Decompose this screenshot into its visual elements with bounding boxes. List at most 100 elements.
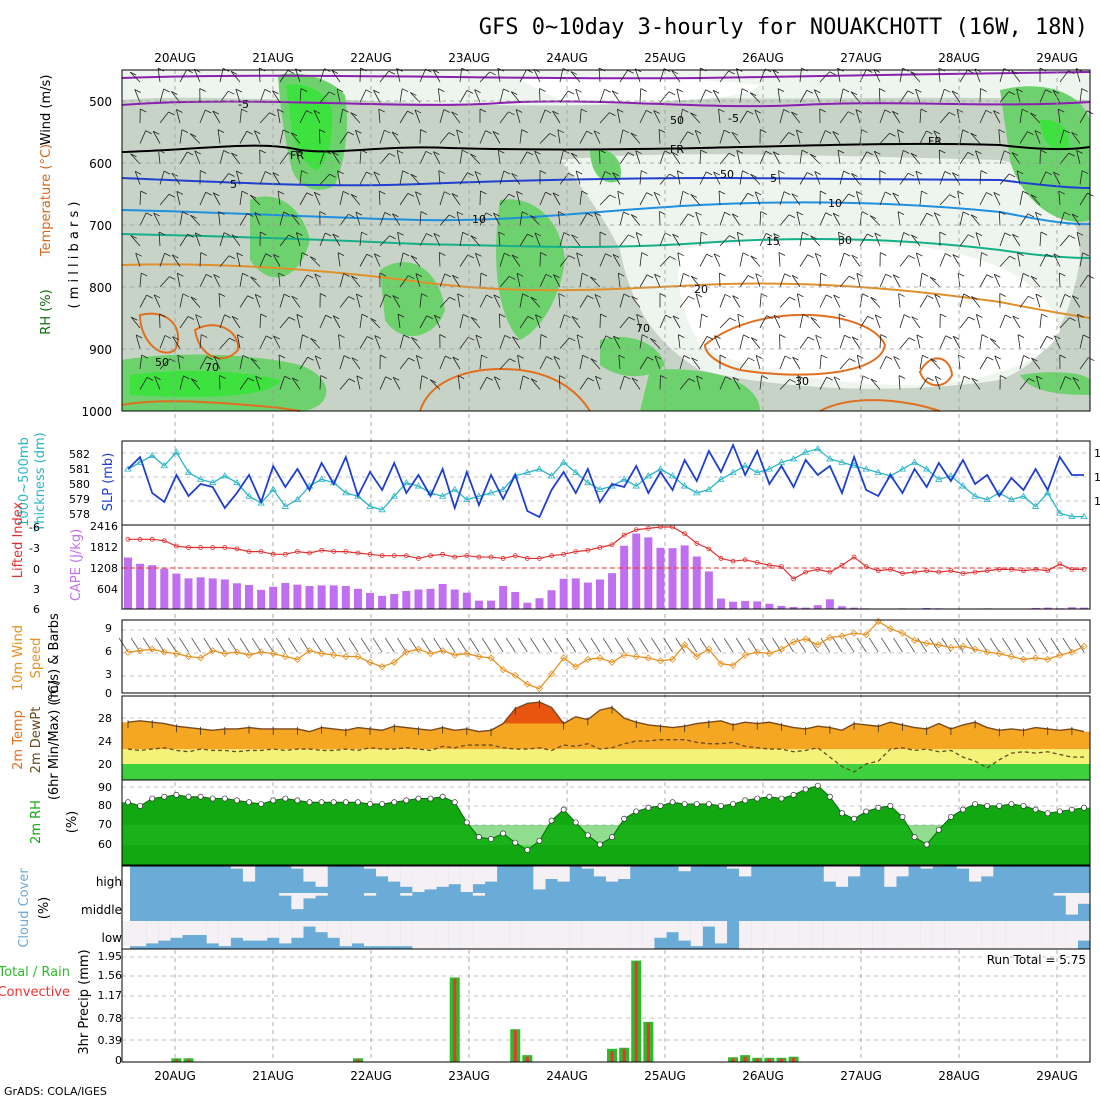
wind-barb-flag bbox=[668, 91, 676, 96]
bottom-date-label: 21AUG bbox=[252, 1069, 294, 1083]
wind-barb bbox=[290, 132, 301, 144]
chart-title: GFS 0~10day 3-hourly for NOUAKCHOTT (16W… bbox=[479, 15, 1088, 40]
cloud-cover-cell-high bbox=[981, 866, 994, 877]
wind-barb-flag bbox=[457, 375, 465, 379]
wind-barb-flag bbox=[911, 316, 918, 321]
wind-barb-flag bbox=[671, 70, 678, 75]
wind-barb bbox=[999, 255, 1010, 267]
wind-barb bbox=[819, 272, 822, 288]
wind-barb-flag bbox=[493, 212, 500, 217]
wind-barb-flag bbox=[1082, 252, 1089, 257]
wind-barb bbox=[659, 150, 665, 165]
wind-barb-flag bbox=[568, 255, 575, 259]
lifted-index-point bbox=[1021, 568, 1026, 574]
wind10-speed-point bbox=[1044, 655, 1052, 663]
wind-barb bbox=[299, 170, 302, 185]
wind-barb bbox=[749, 92, 761, 103]
wind-barb bbox=[819, 212, 827, 226]
cape-bar bbox=[777, 605, 786, 609]
wind-barb bbox=[1019, 355, 1025, 370]
wind-barb bbox=[239, 295, 248, 308]
pressure-tick: 500 bbox=[89, 95, 112, 109]
panel-frame bbox=[121, 619, 1091, 694]
wind-barb bbox=[212, 192, 221, 206]
wind-barb bbox=[719, 317, 731, 329]
wind10-barb bbox=[893, 637, 903, 653]
wind-barb-flag bbox=[159, 313, 166, 318]
wind-barb bbox=[649, 338, 661, 349]
upper-y-axis: 500 600 700 800 900 1000 ( m i l l i b a… bbox=[39, 75, 112, 419]
cloud-cover-cell-low bbox=[678, 921, 691, 941]
wind-barb bbox=[255, 376, 261, 390]
wind-barb bbox=[355, 130, 361, 144]
thickness-point bbox=[765, 465, 774, 472]
thickness-point bbox=[850, 461, 858, 469]
wind-barb bbox=[951, 90, 961, 103]
wind-barb bbox=[159, 335, 166, 349]
wind-barb-flag bbox=[485, 212, 493, 217]
wind-barb-flag bbox=[530, 378, 538, 383]
cape-bar bbox=[378, 595, 387, 609]
wind10-speed-point bbox=[318, 650, 326, 658]
wind-barb bbox=[474, 171, 481, 185]
wind-barb-flag bbox=[287, 70, 295, 74]
wind-barb bbox=[295, 232, 301, 247]
wind-barb bbox=[959, 152, 969, 165]
wind-barb bbox=[719, 235, 730, 247]
wind-barb-flag bbox=[875, 314, 882, 319]
wind-barb bbox=[259, 335, 267, 349]
wind-barb-flag bbox=[893, 356, 900, 360]
wind-barb bbox=[636, 314, 641, 329]
wind-barb bbox=[1059, 212, 1065, 226]
cape-bar bbox=[632, 533, 641, 609]
wind10-speed-point bbox=[959, 642, 967, 650]
wind-barb bbox=[539, 109, 546, 124]
lifted-tick: 3 bbox=[33, 583, 40, 596]
cloud-cover-cell-low bbox=[787, 921, 800, 949]
wind-barb bbox=[699, 314, 703, 329]
wind-barb-flag bbox=[462, 314, 470, 318]
top-date-label: 22AUG bbox=[350, 51, 392, 65]
wind-barb bbox=[457, 293, 461, 308]
wind-barb-flag bbox=[480, 272, 488, 277]
wind-barb-flag bbox=[130, 235, 137, 239]
wind-barb bbox=[833, 376, 841, 390]
isotherm-15 bbox=[121, 233, 1091, 259]
wind-barb bbox=[939, 171, 946, 185]
wind-barb-flag bbox=[199, 88, 206, 92]
wind-barb bbox=[254, 294, 261, 308]
wind-barb bbox=[332, 152, 341, 165]
cloud-cover-cell-low bbox=[956, 921, 970, 949]
cloud-cover-cell-low bbox=[303, 921, 316, 927]
wind-barb bbox=[474, 89, 481, 103]
thickness-point bbox=[632, 482, 640, 489]
wind-barb bbox=[819, 355, 822, 370]
cloud-cover-cell-high bbox=[581, 866, 594, 869]
wind-barb bbox=[599, 253, 606, 267]
wind10-barb bbox=[372, 637, 383, 653]
wind10-speed-point bbox=[814, 641, 822, 649]
wind-barb bbox=[719, 294, 726, 308]
cape-bar bbox=[511, 591, 520, 609]
wind-barb-flag bbox=[618, 272, 625, 277]
wind-barb-flag bbox=[690, 194, 697, 198]
wind-barb-flag bbox=[915, 88, 922, 93]
lifted-index-point bbox=[174, 543, 179, 549]
wind-barb bbox=[619, 376, 625, 390]
top-date-label: 26AUG bbox=[742, 51, 784, 65]
wind-barb bbox=[313, 192, 321, 206]
wind10-barb bbox=[590, 637, 601, 653]
cloud-cover-cell-high bbox=[363, 866, 377, 869]
lifted-tick: -6 bbox=[29, 521, 40, 534]
wind-barb-flag bbox=[1034, 130, 1042, 134]
wind-barb bbox=[736, 150, 741, 165]
wind-barb-flag bbox=[576, 252, 583, 257]
wind-barb bbox=[277, 191, 281, 206]
wind-barb-flag bbox=[927, 295, 934, 299]
wind-barb-flag bbox=[408, 357, 415, 362]
wind-barb-flag bbox=[540, 334, 548, 338]
wind-barb-flag bbox=[296, 314, 304, 318]
wind-barb-flag bbox=[247, 295, 254, 300]
thickness-point bbox=[705, 485, 713, 492]
wind-barb-flag bbox=[310, 337, 317, 342]
